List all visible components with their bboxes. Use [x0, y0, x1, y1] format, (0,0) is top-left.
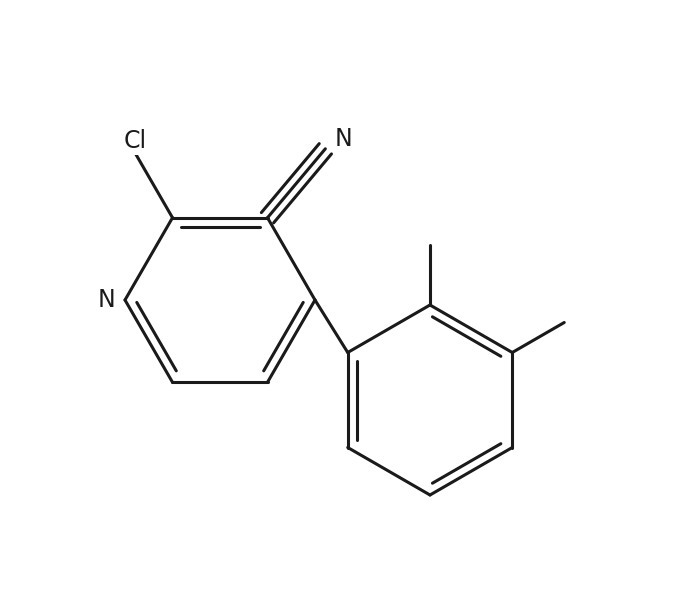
Text: N: N — [334, 127, 352, 151]
Text: Cl: Cl — [123, 129, 147, 153]
Text: N: N — [98, 288, 116, 312]
